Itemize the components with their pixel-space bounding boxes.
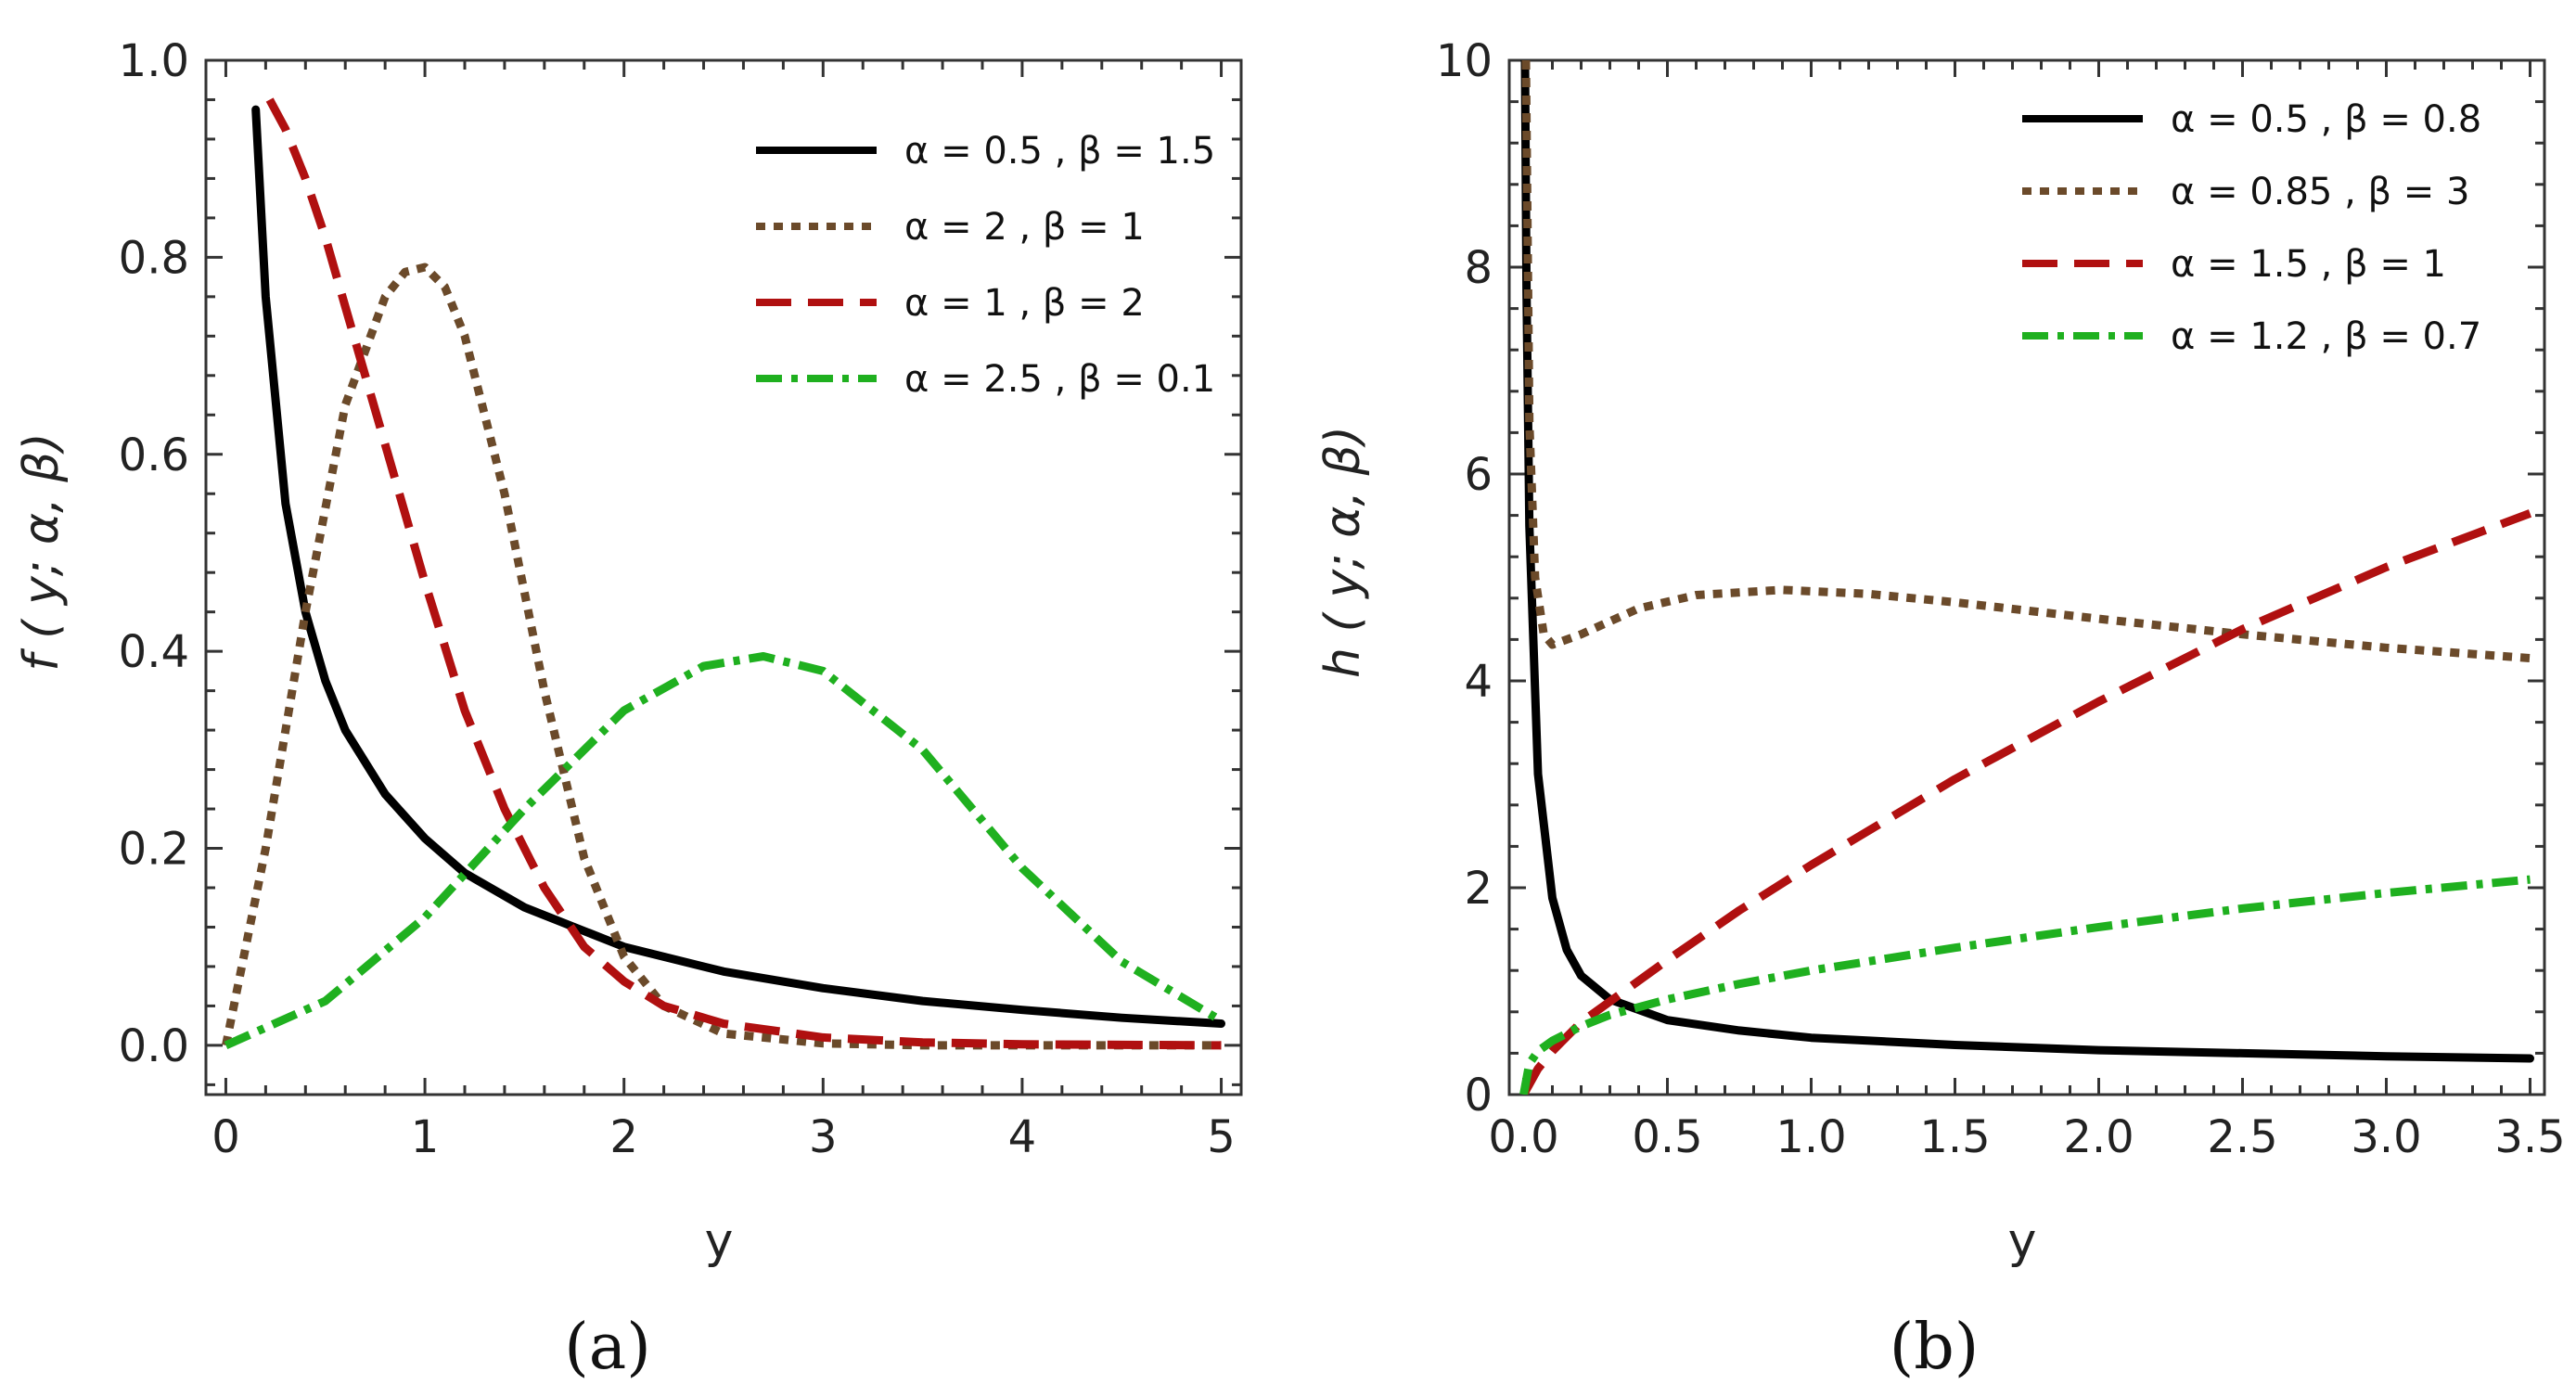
x-tick-label: 3 [809,1111,838,1163]
y-tick-label: 10 [1436,35,1493,87]
panel-b-chart: 0.0 0.5 1.0 1.5 2.0 2.5 3.0 3.5 0 2 4 6 8 10 α = 0.5… [1315,35,2566,1384]
x-tick-label: 3.0 [2351,1111,2421,1163]
series-line-4 [1519,875,2531,1095]
panel-b-label: (b) [1890,1311,1980,1384]
panel-b-ticks [1509,58,2544,1096]
panel-a-ticks [206,58,1241,1095]
panel-a-series [222,97,1225,1050]
panel-a-y-tick-labels: 0.0 0.2 0.4 0.6 0.8 1.0 [119,35,189,1072]
x-tick-label: 0.0 [1488,1111,1558,1163]
legend-label-1: α = 0.5 , β = 0.8 [2171,98,2481,141]
panel-a-legend: α = 0.5 , β = 1.5 α = 2 , β = 1 α = 1 , β … [756,130,1215,401]
legend-label-2: α = 0.85 , β = 3 [2171,171,2469,213]
x-tick-label: 0.5 [1632,1111,1702,1163]
panel-a-y-axis-label: f ( y; α, β) [14,432,70,671]
x-tick-label: 4 [1008,1111,1037,1163]
panel-a-x-tick-labels: 0 1 2 3 4 5 [211,1111,1236,1163]
panel-b-x-tick-labels: 0.0 0.5 1.0 1.5 2.0 2.5 3.0 3.5 [1488,1111,2565,1163]
y-tick-label: 0.6 [119,429,189,481]
legend-label-2: α = 2 , β = 1 [904,206,1145,249]
legend-label-1: α = 0.5 , β = 1.5 [904,130,1215,173]
panel-a-chart: 0 1 2 3 4 5 0.0 0.2 0.4 0.6 0.8 1.0 α = 0.5 , β = … [14,35,1243,1384]
legend-label-3: α = 1 , β = 2 [904,282,1145,325]
series-line-2 [222,263,1222,1050]
y-tick-label: 0 [1464,1070,1493,1121]
y-tick-label: 8 [1464,242,1493,294]
legend-label-4: α = 1.2 , β = 0.7 [2171,315,2481,358]
y-tick-label: 2 [1464,863,1493,915]
y-tick-label: 0.2 [119,824,189,876]
x-tick-label: 1.5 [1919,1111,1990,1163]
x-tick-label: 0 [211,1111,240,1163]
series-line-1 [251,105,1225,1028]
legend-label-4: α = 2.5 , β = 0.1 [904,358,1215,401]
panel-b-series [1519,60,2534,1095]
y-tick-label: 6 [1464,449,1493,501]
series-line-4 [224,652,1224,1050]
panel-a-label: (a) [564,1311,651,1384]
y-tick-label: 0.8 [119,232,189,284]
series-line-3 [1519,509,2532,1095]
x-tick-label: 2.0 [2063,1111,2134,1163]
panel-b-legend: α = 0.5 , β = 0.8 α = 0.85 , β = 3 α = 1.5… [2022,98,2481,358]
x-tick-label: 5 [1207,1111,1236,1163]
panel-b-y-tick-labels: 0 2 4 6 8 10 [1436,35,1493,1121]
panel-b-y-axis-label: h ( y; α, β) [1315,426,1371,678]
panel-a-x-axis-label: y [705,1213,734,1269]
y-tick-label: 4 [1464,656,1493,708]
series-line-3 [265,97,1222,1050]
y-tick-label: 0.4 [119,626,189,678]
y-tick-label: 1.0 [119,35,189,87]
panel-a-plot-frame [204,58,1243,1096]
panel-b-x-axis-label: y [2008,1213,2037,1269]
panel-b-plot-frame [1507,58,2546,1096]
x-tick-label: 3.5 [2494,1111,2565,1163]
x-tick-label: 1 [411,1111,440,1163]
x-tick-label: 2 [609,1111,638,1163]
x-tick-label: 2.5 [2207,1111,2277,1163]
series-line-2 [1521,60,2531,662]
legend-label-3: α = 1.5 , β = 1 [2171,243,2446,286]
y-tick-label: 0.0 [119,1020,189,1072]
x-tick-label: 1.0 [1775,1111,1846,1163]
